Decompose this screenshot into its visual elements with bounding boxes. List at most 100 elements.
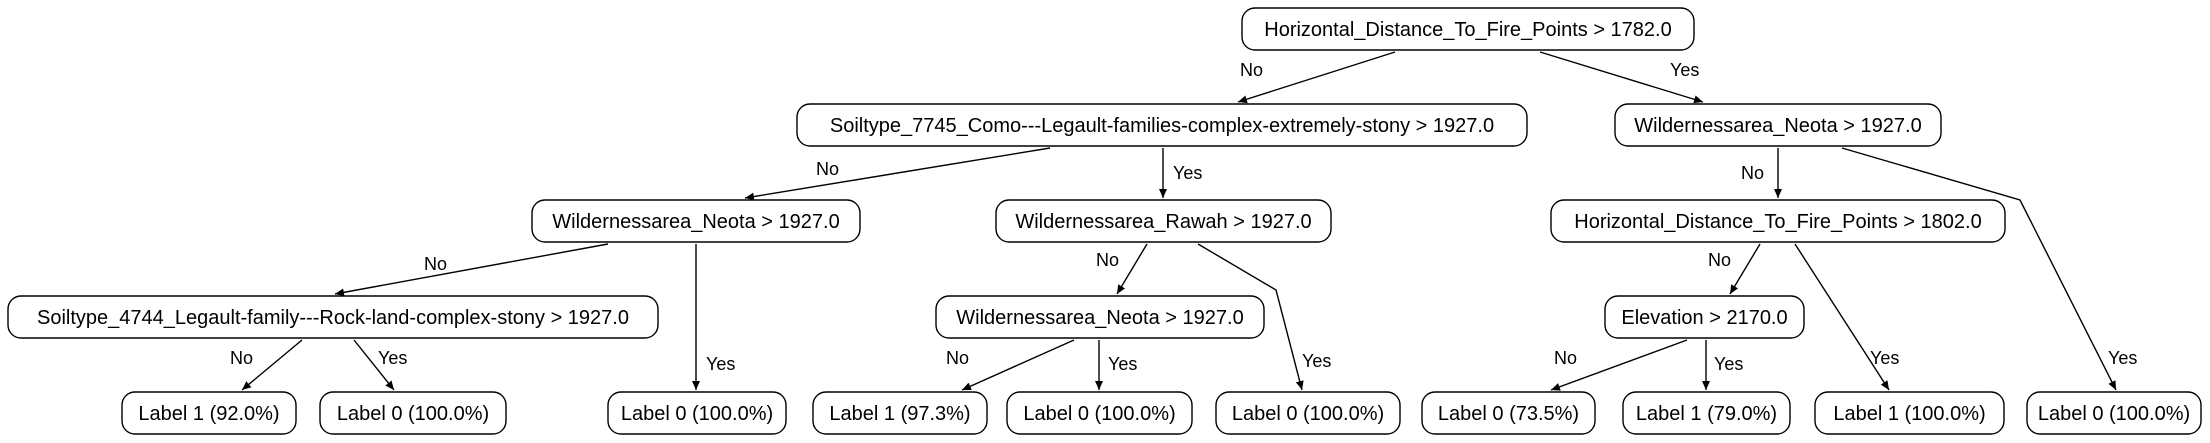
- node-label: Label 0 (100.0%): [1023, 403, 1175, 425]
- node-box: [319, 391, 507, 435]
- edge-n0-n1: No: [1237, 51, 1396, 104]
- node-box: [1241, 7, 1695, 51]
- node-box: [1604, 295, 1805, 339]
- nodes-layer: Horizontal_Distance_To_Fire_Points > 178…: [7, 7, 2202, 435]
- node-box: [796, 103, 1528, 147]
- node-box: [1421, 391, 1596, 435]
- leaf-node-l8: Label 1 (79.0%): [1622, 391, 1791, 435]
- edge-arrow: [744, 147, 1051, 201]
- node-label: Wildernessarea_Neota > 1927.0: [1634, 115, 1921, 137]
- edge-arrow: [1729, 243, 1761, 295]
- decision-node-n3: Wildernessarea_Neota > 1927.0: [531, 199, 861, 243]
- leaf-node-l7: Label 0 (73.5%): [1421, 391, 1596, 435]
- edge-arrow: [1794, 243, 1890, 391]
- edge-label: No: [1096, 250, 1119, 270]
- leaf-node-l9: Label 1 (100.0%): [1814, 391, 2005, 435]
- edge-label: Yes: [1302, 351, 1331, 371]
- decision-node-n1: Soiltype_7745_Como---Legault-families-co…: [796, 103, 1528, 147]
- node-box: [995, 199, 1332, 243]
- edge-arrow: [961, 339, 1075, 391]
- node-label: Wildernessarea_Neota > 1927.0: [552, 211, 839, 233]
- edge-n5-l9: Yes: [1794, 243, 1899, 391]
- leaf-node-l1: Label 1 (92.0%): [121, 391, 297, 435]
- node-label: Soiltype_4744_Legault-family---Rock-land…: [37, 307, 629, 329]
- edge-label: No: [1554, 348, 1577, 368]
- decision-node-n2: Wildernessarea_Neota > 1927.0: [1614, 103, 1942, 147]
- leaf-node-l3: Label 0 (100.0%): [607, 391, 787, 435]
- node-box: [1006, 391, 1193, 435]
- edge-arrow: [353, 339, 395, 391]
- edge-label: Yes: [1714, 354, 1743, 374]
- node-label: Label 1 (100.0%): [1833, 403, 1985, 425]
- edge-label: Yes: [1870, 348, 1899, 368]
- node-label: Label 1 (97.3%): [829, 403, 970, 425]
- node-box: [531, 199, 861, 243]
- node-box: [1622, 391, 1791, 435]
- node-box: [2026, 391, 2202, 435]
- node-label: Label 0 (73.5%): [1438, 403, 1579, 425]
- node-label: Wildernessarea_Neota > 1927.0: [956, 307, 1243, 329]
- decision-node-n7: Wildernessarea_Neota > 1927.0: [935, 295, 1265, 339]
- edge-arrow: [1197, 243, 1304, 391]
- decision-node-n5: Horizontal_Distance_To_Fire_Points > 180…: [1550, 199, 2006, 243]
- edge-arrow: [1539, 51, 1704, 104]
- node-box: [121, 391, 297, 435]
- node-label: Horizontal_Distance_To_Fire_Points > 178…: [1264, 19, 1671, 41]
- edge-label: Yes: [1108, 354, 1137, 374]
- node-label: Label 0 (100.0%): [1232, 403, 1384, 425]
- edge-n1-n4: Yes: [1159, 148, 1202, 198]
- edge-label: No: [230, 348, 253, 368]
- edge-label: No: [424, 254, 447, 274]
- edge-label: Yes: [378, 348, 407, 368]
- node-label: Horizontal_Distance_To_Fire_Points > 180…: [1574, 211, 1981, 233]
- edge-n4-n7: No: [1096, 243, 1148, 295]
- edge-n7-l4: No: [946, 339, 1075, 391]
- node-box: [1614, 103, 1942, 147]
- node-box: [812, 391, 988, 435]
- leaf-node-l2: Label 0 (100.0%): [319, 391, 507, 435]
- edge-n6-l1: No: [230, 339, 303, 391]
- decision-node-n0: Horizontal_Distance_To_Fire_Points > 178…: [1241, 7, 1695, 51]
- node-box: [935, 295, 1265, 339]
- edge-label: Yes: [2108, 348, 2137, 368]
- node-box: [1215, 391, 1401, 435]
- node-label: Elevation > 2170.0: [1621, 307, 1787, 329]
- edges-layer: No Yes No Yes No Yes No Yes No Yes No Yes No Yes No Yes…: [230, 51, 2137, 391]
- node-box: [1814, 391, 2005, 435]
- node-label: Label 1 (92.0%): [138, 403, 279, 425]
- leaf-node-l5: Label 0 (100.0%): [1006, 391, 1193, 435]
- edge-arrow: [241, 339, 303, 391]
- edge-n4-l6: Yes: [1197, 243, 1331, 391]
- leaf-node-l6: Label 0 (100.0%): [1215, 391, 1401, 435]
- edge-label: No: [1708, 250, 1731, 270]
- edge-n8-l7: No: [1550, 339, 1688, 391]
- edge-arrow: [1550, 339, 1688, 391]
- edge-arrow: [1237, 51, 1396, 104]
- node-box: [1550, 199, 2006, 243]
- edge-label: No: [816, 159, 839, 179]
- edge-n5-n8: No: [1708, 243, 1761, 295]
- edge-n0-n2: Yes: [1539, 51, 1704, 104]
- decision-node-n8: Elevation > 2170.0: [1604, 295, 1805, 339]
- edge-n2-l10: Yes: [1841, 147, 2137, 391]
- edge-label: No: [946, 348, 969, 368]
- edge-n3-n6: No: [334, 243, 609, 297]
- edge-label: No: [1741, 163, 1764, 183]
- edge-n8-l8: Yes: [1702, 340, 1743, 390]
- node-box: [7, 295, 659, 339]
- leaf-node-l10: Label 0 (100.0%): [2026, 391, 2202, 435]
- node-box: [607, 391, 787, 435]
- edge-label: Yes: [1173, 163, 1202, 183]
- node-label: Wildernessarea_Rawah > 1927.0: [1015, 211, 1311, 233]
- node-label: Soiltype_7745_Como---Legault-families-co…: [830, 115, 1494, 137]
- edge-n3-l3: Yes: [692, 244, 735, 390]
- edge-arrow: [1116, 243, 1148, 295]
- node-label: Label 0 (100.0%): [621, 403, 773, 425]
- node-label: Label 1 (79.0%): [1636, 403, 1777, 425]
- edge-n7-l5: Yes: [1095, 340, 1137, 390]
- decision-node-n4: Wildernessarea_Rawah > 1927.0: [995, 199, 1332, 243]
- edge-arrow: [334, 243, 609, 297]
- edge-n1-n3: No: [744, 147, 1051, 201]
- node-label: Label 0 (100.0%): [2038, 403, 2190, 425]
